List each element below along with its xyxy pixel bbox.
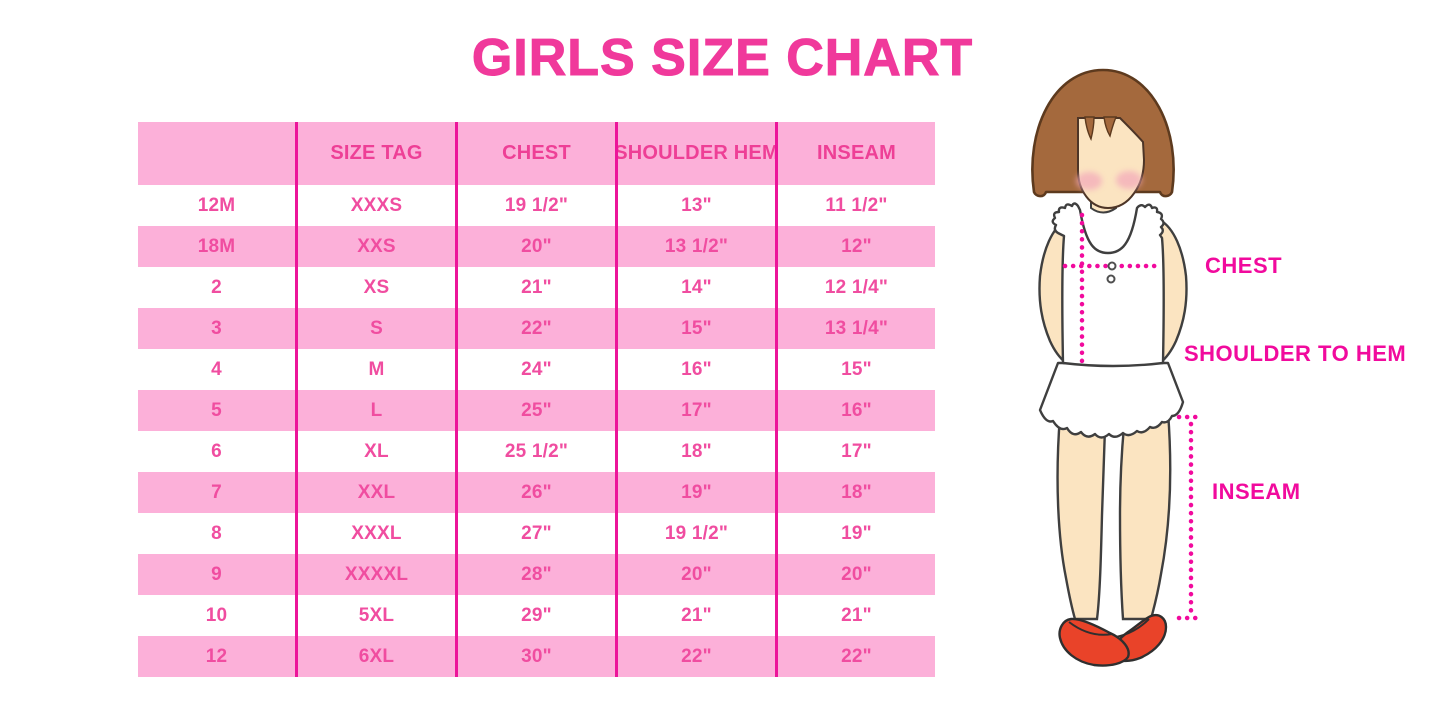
size-cell: 19" — [618, 472, 778, 513]
table-row: 5 L 25" 17" 16" — [138, 390, 935, 431]
size-cell: 11 1/2" — [825, 194, 888, 216]
size-cell: 19" — [841, 522, 872, 544]
size-cell: S — [298, 308, 458, 349]
size-cell: 25 1/2" — [458, 431, 618, 472]
table-row: 12M XXXS 19 1/2" 13" 11 1/2" — [138, 185, 935, 226]
header-cell: INSEAM — [817, 142, 896, 164]
bang-strands — [1084, 116, 1118, 142]
size-cell: 18" — [841, 481, 872, 503]
table-row: 9 XXXXL 28" 20" 20" — [138, 554, 935, 595]
table-row: 10 5XL 29" 21" 21" — [138, 595, 935, 636]
header-cell: CHEST — [458, 122, 618, 185]
size-cell: 30" — [458, 636, 618, 677]
table-row: 6 XL 25 1/2" 18" 17" — [138, 431, 935, 472]
red-shoes — [1058, 613, 1168, 667]
size-cell: L — [298, 390, 458, 431]
size-cell: 5 — [138, 390, 298, 431]
size-cell: 26" — [458, 472, 618, 513]
size-cell: 12M — [138, 185, 298, 226]
size-cell: 28" — [458, 554, 618, 595]
size-table: SIZE TAG CHEST SHOULDER HEM INSEAM 12M XXXS 19… — [138, 122, 935, 677]
blush-cheeks — [1076, 171, 1142, 190]
table-row: 4 M 24" 16" 15" — [138, 349, 935, 390]
size-cell: 19 1/2" — [618, 513, 778, 554]
size-cell: 24" — [458, 349, 618, 390]
size-cell: 16" — [618, 349, 778, 390]
size-cell: 21" — [841, 604, 872, 626]
header-cell — [138, 122, 298, 185]
size-cell: 12 1/4" — [824, 276, 889, 298]
page-title: GIRLS SIZE CHART — [471, 29, 974, 88]
size-cell: 13 1/4" — [824, 317, 889, 339]
size-cell: 12" — [841, 235, 872, 257]
size-cell: 2 — [138, 267, 298, 308]
bodice — [1051, 202, 1165, 368]
header-cell: SIZE TAG — [298, 122, 458, 185]
size-cell: 20" — [618, 554, 778, 595]
size-cell: 14" — [618, 267, 778, 308]
header-cell: SHOULDER HEM — [618, 122, 778, 185]
size-cell: XXXS — [298, 185, 458, 226]
size-cell: 16" — [841, 399, 872, 421]
size-cell: XL — [298, 431, 458, 472]
size-cell: 20" — [841, 563, 872, 585]
shirt-buttons — [1106, 261, 1117, 284]
size-cell: XXS — [298, 226, 458, 267]
size-cell: 10 — [138, 595, 298, 636]
size-cell: M — [298, 349, 458, 390]
size-cell: 22" — [841, 645, 872, 667]
size-cell: 22" — [618, 636, 778, 677]
measurement-dotted-lines — [1062, 212, 1206, 621]
table-row: 8 XXXL 27" 19 1/2" 19" — [138, 513, 935, 554]
size-cell: 15" — [841, 358, 872, 380]
size-cell: 15" — [618, 308, 778, 349]
size-cell: 27" — [458, 513, 618, 554]
size-cell: 13" — [618, 185, 778, 226]
size-cell: 6 — [138, 431, 298, 472]
skirt-ruffle — [1038, 361, 1185, 439]
size-cell: 6XL — [298, 636, 458, 677]
size-cell: 12 — [138, 636, 298, 677]
size-cell: 17" — [618, 390, 778, 431]
size-cell: 7 — [138, 472, 298, 513]
table-row: 3 S 22" 15" 13 1/4" — [138, 308, 935, 349]
size-cell: 13 1/2" — [618, 226, 778, 267]
size-cell: 17" — [841, 440, 872, 462]
table-row: 12 6XL 30" 22" 22" — [138, 636, 935, 677]
size-cell: XXL — [298, 472, 458, 513]
chest-measurement-label: CHEST — [1205, 253, 1283, 278]
girl-measurement-illustration — [1031, 68, 1206, 667]
size-cell: 19 1/2" — [458, 185, 618, 226]
legs — [1056, 410, 1172, 621]
size-cell: 22" — [458, 308, 618, 349]
size-cell: 21" — [618, 595, 778, 636]
size-cell: 4 — [138, 349, 298, 390]
size-cell: XXXL — [298, 513, 458, 554]
size-cell: 9 — [138, 554, 298, 595]
size-cell: XS — [298, 267, 458, 308]
table-row: 2 XS 21" 14" 12 1/4" — [138, 267, 935, 308]
size-cell: 25" — [458, 390, 618, 431]
table-header-row: SIZE TAG CHEST SHOULDER HEM INSEAM — [138, 122, 935, 185]
size-cell: 20" — [458, 226, 618, 267]
table-row: 7 XXL 26" 19" 18" — [138, 472, 935, 513]
size-cell: 21" — [458, 267, 618, 308]
size-cell: XXXXL — [298, 554, 458, 595]
table-row: 18M XXS 20" 13 1/2" 12" — [138, 226, 935, 267]
shoulder-to-hem-measurement-label: SHOULDER TO HEM — [1184, 341, 1407, 366]
size-cell: 5XL — [298, 595, 458, 636]
size-cell: 29" — [458, 595, 618, 636]
size-cell: 18" — [618, 431, 778, 472]
size-cell: 18M — [138, 226, 298, 267]
size-cell: 3 — [138, 308, 298, 349]
size-cell: 8 — [138, 513, 298, 554]
inseam-measurement-label: INSEAM — [1212, 479, 1301, 504]
